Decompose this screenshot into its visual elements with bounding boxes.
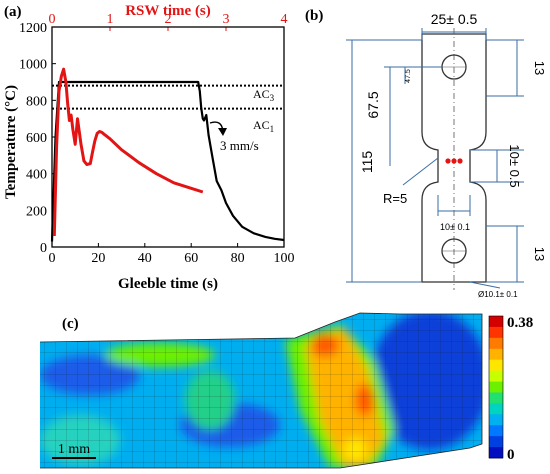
top-tick-label: 2	[165, 12, 172, 27]
dim-hole: Ø10.1± 0.1	[478, 290, 518, 299]
panel-c-label: (c)	[62, 316, 79, 332]
rsw-temperature-line	[52, 67, 204, 237]
color-scale-segment	[489, 370, 503, 382]
dim-small: 47.5	[405, 69, 412, 83]
dim-gauge-width: 10± 0.5	[507, 144, 522, 187]
color-scale-segment	[489, 348, 503, 361]
color-scale-segment	[489, 359, 503, 372]
rate-arrow-head	[218, 128, 227, 136]
y-axis-ticks: 0 200 400 600 800 1000 1200	[19, 21, 56, 256]
color-scale-min: 0	[507, 447, 515, 463]
weld-dot	[457, 158, 463, 164]
weld-dot	[451, 158, 457, 164]
x-tick-label: 60	[184, 251, 198, 266]
strain-contour-map	[40, 313, 482, 468]
bottom-axis-title: Gleeble time (s)	[118, 276, 218, 292]
color-scale	[489, 316, 503, 459]
x-tick-label: 100	[274, 251, 295, 266]
y-tick-label: 400	[26, 168, 47, 183]
top-tick-label: 4	[281, 12, 288, 27]
dim-width: 25± 0.5	[431, 11, 478, 27]
gleeble-temperature-line	[50, 80, 285, 242]
y-tick-label: 600	[26, 131, 47, 146]
top-tick-label: 3	[223, 12, 230, 27]
x-tick-label: 80	[231, 251, 245, 266]
color-scale-segment	[489, 403, 503, 415]
color-scale-segment	[489, 447, 503, 459]
color-scale-segment	[489, 414, 503, 426]
rate-annotation: 3 mm/s	[220, 138, 259, 153]
top-tick-label: 1	[107, 12, 114, 27]
color-scale-segment	[489, 436, 503, 448]
y-axis-title: Temperature (°C)	[3, 85, 19, 199]
dim-total: 115	[359, 151, 375, 174]
color-scale-segment	[489, 316, 503, 328]
top-axis-ticks: 0 1 2 3 4	[49, 12, 288, 31]
dim-radius: R=5	[383, 191, 407, 206]
color-scale-segment	[489, 326, 503, 339]
dim-top: 13	[532, 61, 547, 75]
color-scale-segment	[489, 425, 503, 437]
y-tick-label: 1000	[19, 58, 47, 73]
top-tick-label: 0	[49, 12, 56, 27]
y-tick-label: 1200	[19, 21, 47, 36]
y-tick-label: 200	[26, 204, 47, 219]
color-scale-segment	[489, 337, 503, 350]
mesh-boundary	[39, 312, 483, 469]
y-tick-label: 800	[26, 94, 47, 109]
y-tick-label: 0	[40, 241, 47, 256]
color-scale-max: 0.38	[507, 315, 533, 331]
panel-b-label: (b)	[305, 8, 323, 24]
panel-a-label: (a)	[4, 4, 22, 20]
top-axis-title: RSW time (s)	[125, 3, 211, 19]
x-tick-label: 20	[91, 251, 105, 266]
dim-bottom: 13	[532, 247, 547, 261]
dimension-lines	[346, 28, 524, 289]
bottom-axis-ticks: 0 20 40 60 80 100	[49, 243, 295, 266]
color-scale-frame	[488, 315, 504, 459]
ac3-label: AC3	[253, 87, 275, 103]
x-tick-label: 0	[49, 251, 56, 266]
color-scale-segment	[489, 381, 503, 393]
dim-inner: 67.5	[365, 91, 381, 118]
scale-bar-label: 1 mm	[58, 442, 90, 457]
x-tick-label: 40	[138, 251, 152, 266]
plot-frame	[51, 26, 285, 248]
weld-dot	[445, 158, 451, 164]
ac1-label: AC1	[253, 118, 274, 134]
color-scale-segment	[489, 392, 503, 404]
dim-gauge-length: 10± 0.1	[440, 222, 470, 232]
